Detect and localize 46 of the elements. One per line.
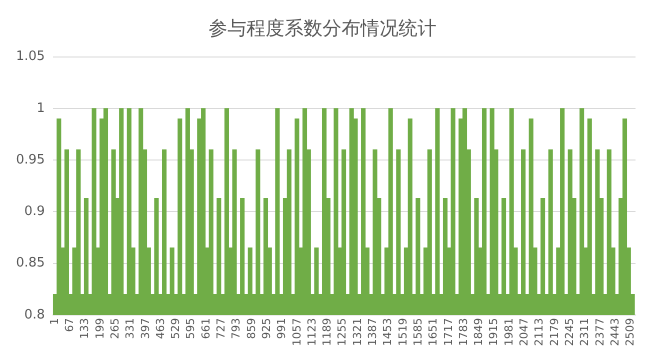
x-tick-label: 1651 — [426, 318, 440, 346]
x-tick-label: 595 — [184, 318, 198, 340]
x-tick-label: 1981 — [502, 318, 516, 346]
x-tick-label: 1453 — [381, 318, 394, 346]
x-tick-label: 397 — [138, 318, 152, 340]
x-tick-label: 1783 — [456, 318, 470, 346]
x-tick-label: 199 — [93, 318, 106, 340]
x-tick-label: 1255 — [336, 318, 349, 346]
x-tick-label: 331 — [124, 318, 137, 340]
y-tick-label: 0.95 — [16, 152, 45, 168]
y-tick-label: 0.8 — [24, 307, 45, 322]
x-tick-label: 2245 — [562, 318, 576, 346]
x-tick-label: 67 — [63, 318, 76, 332]
x-tick-label: 133 — [78, 318, 92, 340]
x-tick-label: 1849 — [472, 318, 486, 346]
x-tick-label: 1123 — [305, 318, 318, 346]
x-tick-label: 265 — [108, 318, 122, 340]
y-tick-label: 1.05 — [16, 49, 45, 64]
x-tick-label: 2179 — [548, 318, 561, 346]
x-tick-label: 2311 — [578, 318, 592, 346]
y-tick-label: 1 — [36, 100, 45, 116]
x-tick-label: 1585 — [411, 318, 424, 346]
x-tick-label: 661 — [199, 318, 212, 340]
x-tick-label: 1387 — [366, 318, 380, 346]
x-tick-label: 1915 — [487, 318, 500, 346]
x-tick-label: 1519 — [396, 318, 410, 346]
x-tick-label: 925 — [260, 318, 273, 340]
x-tick-label: 1057 — [290, 318, 304, 346]
x-tick-label: 1 — [48, 318, 61, 326]
x-tick-label: 1717 — [442, 318, 455, 346]
x-tick-label: 793 — [230, 318, 243, 340]
y-tick-label: 0.85 — [16, 256, 45, 271]
x-tick-label: 1189 — [320, 318, 334, 346]
y-tick-label: 0.9 — [24, 204, 45, 220]
x-tick-label: 991 — [275, 318, 288, 340]
x-tick-label: 463 — [154, 318, 167, 340]
x-tick-label: 2509 — [624, 318, 637, 346]
x-tick-label: 2113 — [532, 318, 546, 346]
x-tick-label: 1321 — [350, 318, 364, 346]
x-tick-label: 2443 — [608, 318, 622, 346]
x-tick-label: 529 — [169, 318, 182, 340]
x-tick-label: 727 — [214, 318, 228, 340]
x-tick-label: 2377 — [593, 318, 606, 346]
x-tick-label: 2047 — [518, 318, 531, 346]
x-tick-label: 859 — [244, 318, 258, 340]
chart-title: 参与程度系数分布情况统计 — [208, 17, 436, 40]
